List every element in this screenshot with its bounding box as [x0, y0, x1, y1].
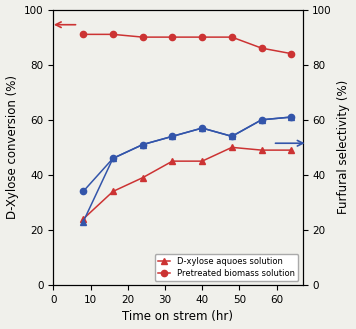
X-axis label: Time on strem (hr): Time on strem (hr)	[122, 311, 234, 323]
Y-axis label: Furfural selectivity (%): Furfural selectivity (%)	[337, 80, 350, 215]
Legend: D-xylose aquoes solution, Pretreated biomass solution: D-xylose aquoes solution, Pretreated bio…	[155, 254, 298, 281]
Y-axis label: D-Xylose conversion (%): D-Xylose conversion (%)	[6, 75, 19, 219]
